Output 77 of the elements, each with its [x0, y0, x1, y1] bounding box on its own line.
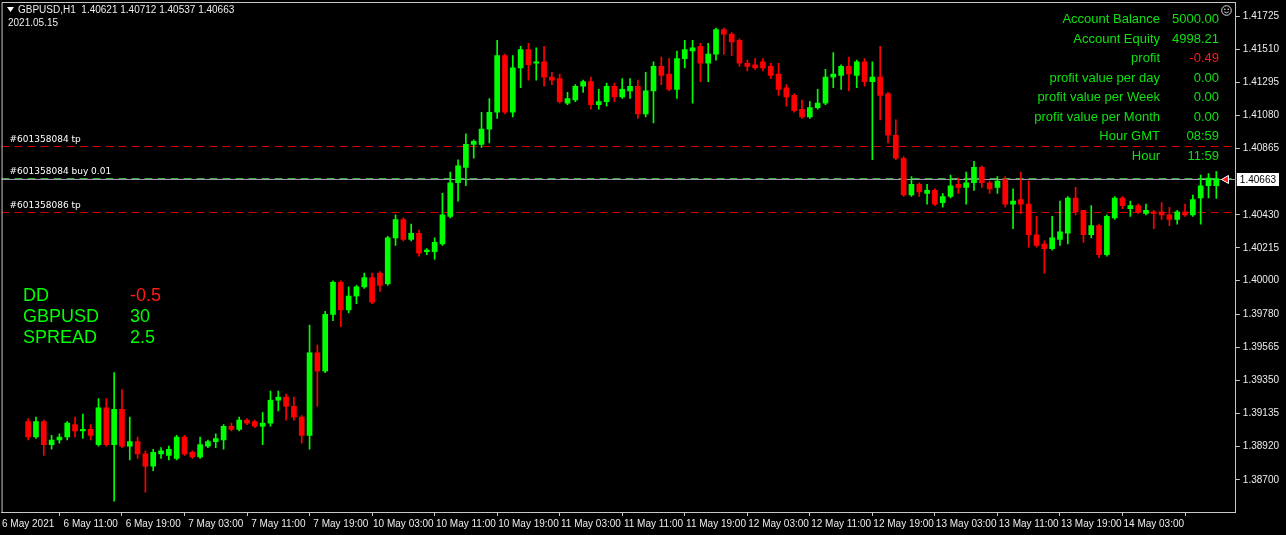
candlestick: [963, 171, 969, 205]
x-tick-label: 12 May 19:00: [873, 517, 935, 529]
y-tick-label: 1.41725: [1242, 10, 1280, 22]
annotation: 08:59: [1186, 128, 1219, 143]
chart-title: GBPUSD,H1 1.40621 1.40712 1.40537 1.40663: [18, 4, 235, 15]
candlestick: [126, 416, 133, 461]
x-tick-label: 11 May 19:00: [686, 517, 747, 529]
x-tick-label: 7 May 11:00: [251, 517, 306, 529]
x-tick-label: 10 May 11:00: [435, 517, 497, 529]
ref-line-label: #601358084 buy 0.01: [9, 166, 112, 177]
y-tick-label: 1.38700: [1242, 473, 1280, 485]
y-tick-label: 1.40215: [1242, 241, 1280, 253]
candlestick: [1018, 171, 1024, 214]
x-tick-label: 10 May 19:00: [498, 517, 560, 529]
annotation: Account Balance: [1062, 11, 1160, 26]
annotation: profit value per Week: [1037, 89, 1160, 104]
candlestick: [1057, 200, 1063, 246]
y-tick-label: 1.40865: [1242, 142, 1280, 154]
y-tick-label: 1.40430: [1242, 208, 1280, 220]
annotation: profit value per day: [1049, 70, 1160, 85]
annotation: SPREAD: [23, 327, 98, 347]
x-tick-label: 6 May 2021: [2, 517, 55, 529]
x-tick-label: 11 May 03:00: [561, 517, 622, 529]
annotation: -0.5: [130, 285, 162, 305]
x-tick-label: 6 May 19:00: [125, 517, 182, 529]
candlestick: [533, 47, 540, 81]
y-tick-label: 1.41080: [1242, 109, 1280, 121]
x-tick-label: 12 May 03:00: [748, 517, 810, 529]
annotation: 4998.21: [1172, 31, 1219, 46]
annotation: 30: [130, 306, 151, 326]
x-tick-label: 7 May 19:00: [313, 517, 369, 529]
annotation: 5000.00: [1172, 11, 1219, 26]
annotation: 11:59: [1187, 148, 1219, 163]
annotation: Hour GMT: [1099, 128, 1160, 143]
annotation: GBPUSD: [23, 306, 100, 326]
y-tick-label: 1.41510: [1242, 43, 1280, 55]
x-tick-label: 12 May 11:00: [811, 517, 872, 529]
candlestick: [1213, 171, 1220, 199]
candlestick: [595, 88, 602, 110]
y-tick-label: 1.41295: [1242, 76, 1280, 88]
annotation: profit: [1131, 50, 1160, 65]
y-tick-label: 1.40000: [1242, 274, 1280, 286]
x-tick-label: 10 May 03:00: [373, 517, 435, 529]
ref-line-label: 1.40663: [1239, 173, 1277, 185]
x-tick-label: 13 May 03:00: [935, 517, 997, 529]
candlestick: [721, 27, 727, 55]
y-tick-label: 1.38920: [1242, 439, 1280, 451]
candlestick: [275, 390, 282, 412]
candlestick: [80, 413, 86, 439]
y-tick-label: 1.39350: [1242, 374, 1280, 386]
y-tick-label: 1.39565: [1242, 341, 1280, 353]
annotation: Account Equity: [1073, 31, 1160, 46]
annotation: Hour: [1131, 148, 1160, 163]
candlestick: [627, 78, 633, 99]
candlestick: [470, 139, 477, 159]
x-tick-label: 14 May 03:00: [1123, 517, 1185, 529]
x-tick-label: 13 May 19:00: [1060, 517, 1122, 529]
annotation: DD: [23, 285, 49, 305]
annotation: 0.00: [1193, 109, 1219, 124]
candlestick: [423, 248, 430, 256]
ref-line-label: #601358086 tp: [9, 200, 82, 211]
annotation: 0.00: [1193, 89, 1219, 104]
candlestick: [846, 56, 852, 92]
x-tick-label: 7 May 03:00: [188, 517, 244, 529]
y-tick-label: 1.39135: [1242, 406, 1280, 418]
text: 2021.05.15: [8, 17, 59, 28]
annotation: 2.5: [130, 327, 156, 347]
candlestick: [924, 183, 930, 205]
annotation: 0.00: [1193, 70, 1219, 85]
x-tick-label: 13 May 11:00: [998, 517, 1060, 529]
annotation: -0.49: [1189, 50, 1219, 65]
ref-line-label: #601358084 tp: [9, 134, 82, 145]
annotation: profit value per Month: [1034, 109, 1160, 124]
x-tick-label: 6 May 11:00: [63, 517, 119, 529]
x-tick-label: 11 May 11:00: [623, 517, 684, 529]
candlestick: [1150, 209, 1157, 229]
y-tick-label: 1.39780: [1242, 308, 1280, 320]
